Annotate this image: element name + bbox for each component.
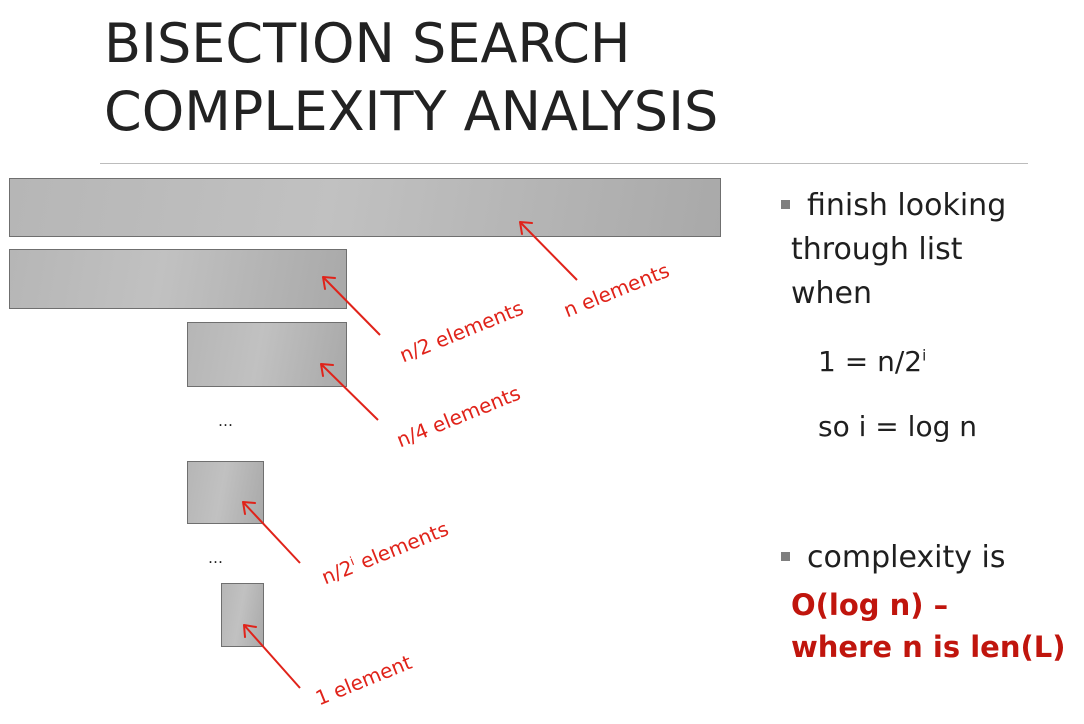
title-divider	[100, 163, 1028, 164]
bar-n-quarter-elements	[187, 322, 347, 387]
complexity-big-o: O(log n) –	[791, 588, 949, 622]
label-n-elements: n elements	[560, 258, 673, 323]
title-line-1: BISECTION SEARCH	[104, 12, 631, 75]
bullet1-line2: through list	[791, 232, 963, 267]
complexity-where-n: where n is len(L)	[791, 630, 1066, 664]
formula-one-equals-text: 1 = n/2	[818, 345, 923, 378]
bar-one-element	[221, 583, 264, 647]
title-line-2: COMPLEXITY ANALYSIS	[104, 80, 719, 143]
slide-title: BISECTION SEARCH COMPLEXITY ANALYSIS	[104, 10, 718, 146]
label-one-element: 1 element	[312, 649, 416, 711]
bullet-marker-2	[781, 552, 790, 561]
ellipsis-upper: …	[218, 412, 234, 430]
bullet1-line3: when	[791, 276, 873, 311]
label-n-over-2i-elements: n/2i elements	[318, 517, 452, 590]
label-n-over-2i-suffix: elements	[350, 516, 452, 576]
bullet-marker-1	[781, 200, 790, 209]
formula-one-equals-sup: i	[922, 346, 927, 365]
bar-n-half-elements	[9, 249, 347, 309]
formula-so-i: so i = log n	[818, 410, 977, 443]
bullet1-line1: finish looking	[807, 188, 1007, 223]
bullet-finish-looking: finish looking through list when	[791, 184, 1006, 316]
formula-one-equals: 1 = n/2i	[818, 344, 926, 380]
bar-n-over-2i-elements	[187, 461, 264, 524]
ellipsis-lower: …	[208, 549, 224, 567]
label-n-half-elements: n/2 elements	[396, 295, 527, 368]
bullet-complexity: complexity is	[807, 536, 1006, 580]
label-n-quarter-elements: n/4 elements	[393, 380, 524, 453]
bar-n-elements	[9, 178, 721, 237]
bullet2-line1: complexity is	[807, 540, 1006, 575]
